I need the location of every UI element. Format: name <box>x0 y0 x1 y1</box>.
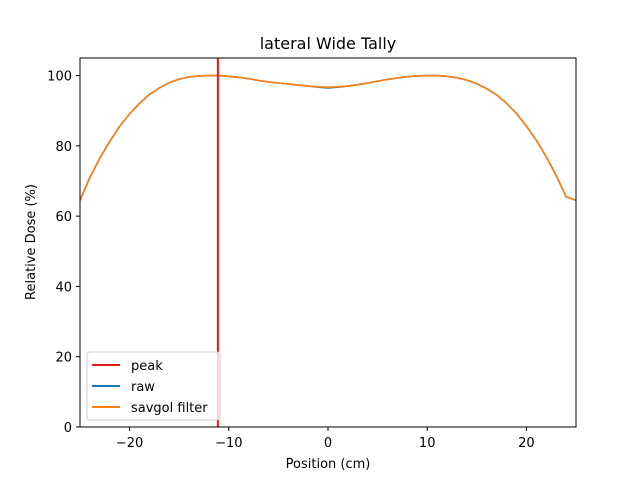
y-tick-label: 20 <box>55 351 72 366</box>
plot-area <box>79 57 577 428</box>
y-tick-label: 0 <box>64 421 72 436</box>
legend: peak raw savgol filter <box>86 351 221 421</box>
x-tick-label: −20 <box>116 436 143 451</box>
legend-raw-label: raw <box>131 380 155 395</box>
y-tick-label: 100 <box>47 70 72 85</box>
x-tick-label: −10 <box>215 436 242 451</box>
x-axis: −20 −10 0 10 20 <box>116 427 535 451</box>
x-tick-label: 0 <box>324 436 332 451</box>
x-tick-label: 10 <box>419 436 436 451</box>
y-tick-label: 80 <box>55 140 72 155</box>
x-axis-label: Position (cm) <box>286 457 371 472</box>
y-axis-label: Relative Dose (%) <box>24 184 39 300</box>
x-tick-label: 20 <box>518 436 535 451</box>
chart-title: lateral Wide Tally <box>260 34 397 53</box>
legend-peak-label: peak <box>131 359 163 374</box>
y-axis: 0 20 40 60 80 100 <box>47 70 80 436</box>
series-line-savgol-filter <box>79 74 577 202</box>
y-tick-label: 60 <box>55 210 72 225</box>
legend-savgol-label: savgol filter <box>131 401 208 416</box>
legend-box <box>86 351 221 421</box>
y-tick-label: 40 <box>55 280 72 295</box>
series-layer <box>79 74 577 202</box>
